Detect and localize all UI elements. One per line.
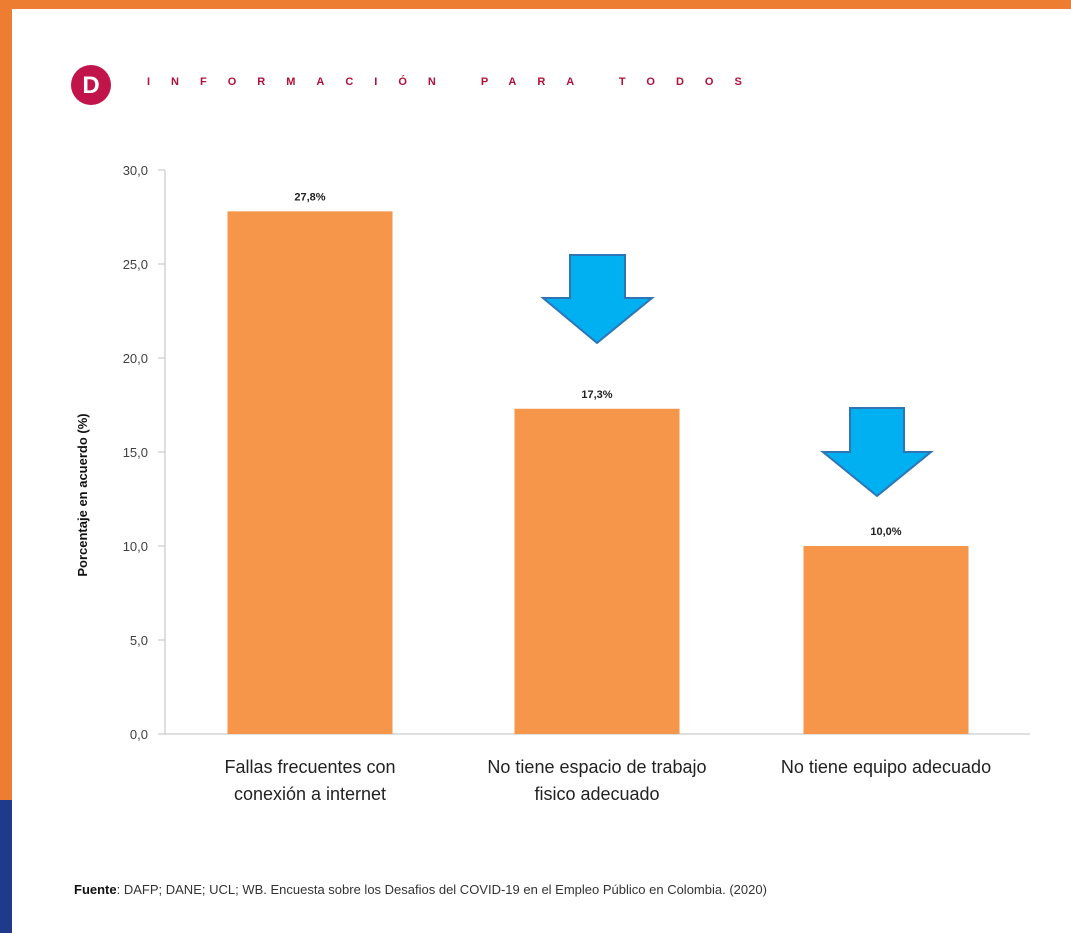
y-tick-label: 10,0 — [123, 539, 148, 554]
data-label: 17,3% — [581, 389, 612, 401]
category-label: No tiene espacio de trabajo — [487, 757, 706, 777]
bar — [803, 546, 969, 734]
source-text: : DAFP; DANE; UCL; WB. Encuesta sobre lo… — [116, 882, 767, 897]
category-label: conexión a internet — [234, 784, 386, 804]
y-tick-label: 30,0 — [123, 163, 148, 178]
tagline: INFORMACIÓN PARA TODOS — [147, 76, 763, 88]
bars — [227, 211, 969, 735]
data-labels: 27,8% 17,3% 10,0% — [294, 191, 901, 538]
y-tick-label: 20,0 — [123, 351, 148, 366]
down-arrow-icon — [540, 254, 655, 345]
y-tick-label: 25,0 — [123, 257, 148, 272]
y-axis-label: Porcentaje en acuerdo (%) — [75, 413, 90, 576]
dane-logo-icon: D — [71, 65, 111, 105]
category-label: No tiene equipo adecuado — [781, 757, 991, 777]
y-tick-label: 0,0 — [130, 727, 148, 742]
down-arrow-icon — [820, 407, 934, 498]
data-label: 10,0% — [870, 526, 901, 538]
source-note: Fuente: DAFP; DANE; UCL; WB. Encuesta so… — [74, 882, 767, 897]
category-label: Fallas frecuentes con — [224, 757, 395, 777]
source-prefix: Fuente — [74, 882, 117, 897]
y-tick-label: 5,0 — [130, 633, 148, 648]
bar — [227, 211, 393, 735]
bar — [514, 408, 680, 734]
y-axis: 0,0 5,0 10,0 15,0 20,0 25,0 30,0 — [123, 163, 166, 742]
data-label: 27,8% — [294, 191, 325, 203]
category-label: fisico adecuado — [534, 784, 659, 804]
y-tick-label: 15,0 — [123, 445, 148, 460]
x-axis-categories: Fallas frecuentes con conexión a internet… — [224, 757, 991, 804]
blue-edge-decoration — [0, 800, 12, 933]
logo-letter: D — [82, 72, 99, 99]
